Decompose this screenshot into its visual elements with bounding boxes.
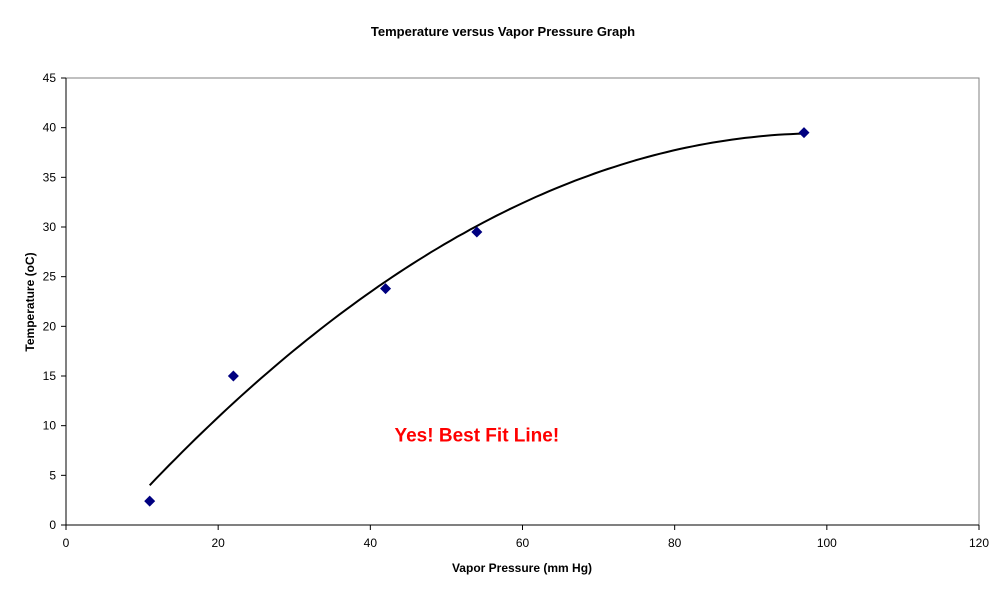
y-tick-label: 40 (43, 121, 57, 135)
data-point (471, 226, 483, 238)
data-point (380, 283, 392, 295)
x-tick-label: 0 (63, 536, 70, 550)
x-tick-label: 80 (668, 536, 682, 550)
y-tick-label: 25 (43, 270, 57, 284)
data-point (227, 370, 239, 382)
x-axis-label: Vapor Pressure (mm Hg) (452, 561, 592, 575)
y-tick-label: 30 (43, 220, 57, 234)
y-tick-label: 15 (43, 369, 57, 383)
y-tick-label: 20 (43, 319, 57, 333)
annotation: Yes! Best Fit Line! (394, 426, 559, 447)
x-tick-label: 120 (969, 536, 989, 550)
y-axis-label: Temperature (oC) (23, 252, 37, 351)
x-tick-label: 20 (211, 536, 225, 550)
y-tick-label: 5 (49, 468, 56, 482)
chart-title: Temperature versus Vapor Pressure Graph (371, 24, 635, 39)
x-tick-label: 60 (516, 536, 530, 550)
x-tick-label: 40 (364, 536, 378, 550)
y-tick-label: 10 (43, 419, 57, 433)
data-point (798, 127, 810, 139)
y-tick-label: 0 (49, 518, 56, 532)
plot-area (65, 77, 980, 526)
data-point (144, 495, 156, 507)
y-tick-label: 45 (43, 71, 57, 85)
x-tick-label: 100 (817, 536, 837, 550)
trendline (148, 132, 805, 486)
y-tick-label: 35 (43, 170, 57, 184)
